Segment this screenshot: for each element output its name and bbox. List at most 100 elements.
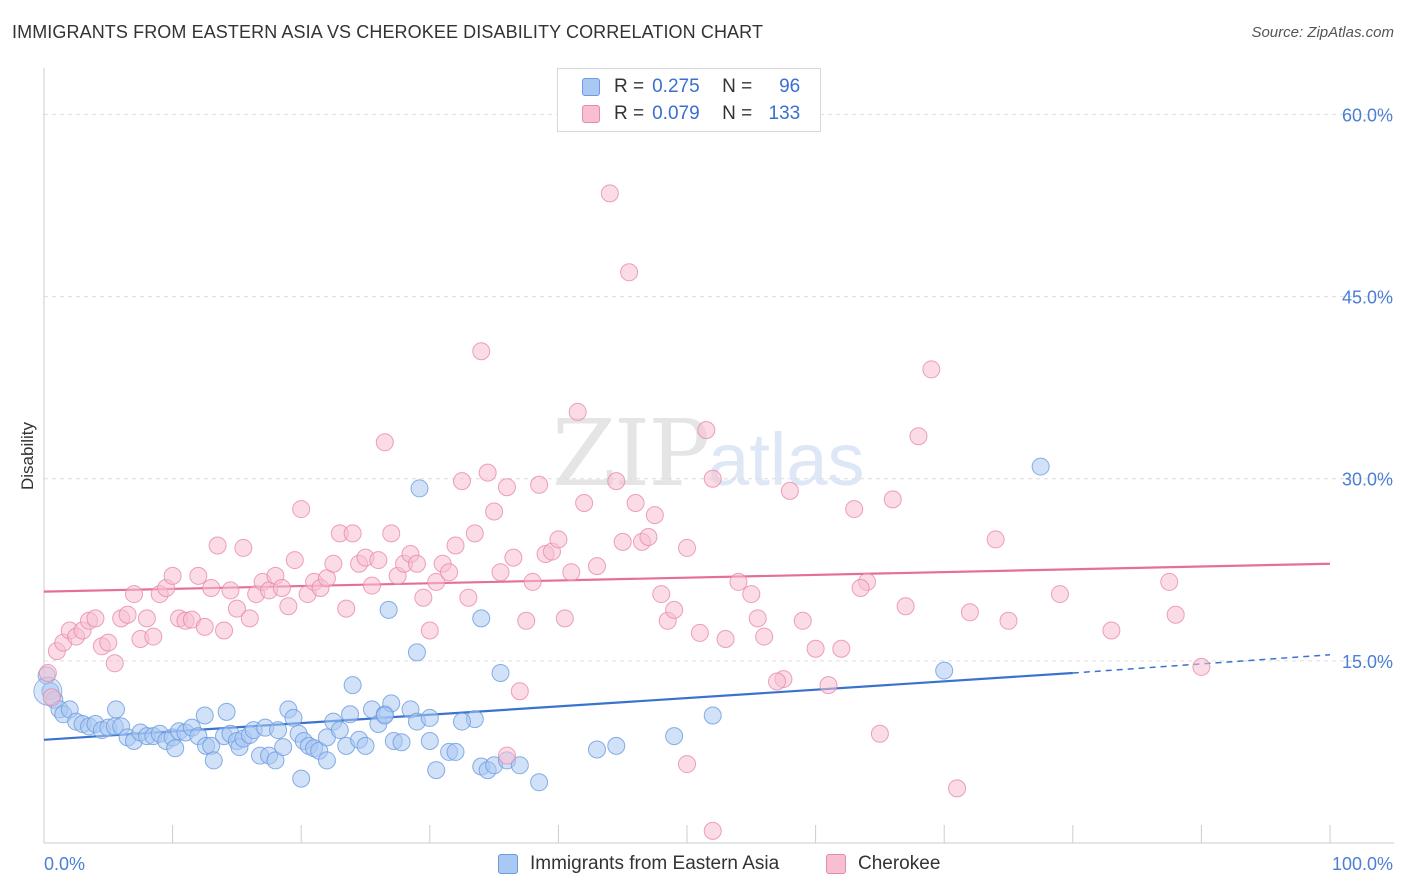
- tick-labels: 15.0% 30.0% 45.0% 60.0% 0.0% 100.0%: [44, 105, 1393, 874]
- cherokee-point: [195, 617, 214, 636]
- cherokee-point: [478, 463, 497, 482]
- cherokee-point: [742, 585, 761, 604]
- bottom-legend-label-immigrants: Immigrants from Eastern Asia: [530, 853, 780, 874]
- cherokee-point: [1160, 572, 1179, 591]
- cherokee-point: [497, 746, 516, 765]
- immigrants-point: [607, 736, 626, 755]
- cherokee-point: [465, 524, 484, 543]
- immigrants-point: [420, 732, 439, 750]
- cherokee-point: [729, 572, 748, 591]
- immigrants-point: [375, 706, 394, 725]
- legend-n-value: 96: [779, 76, 801, 97]
- chart-title: IMMIGRANTS FROM EASTERN ASIA VS CHEROKEE…: [12, 22, 764, 42]
- cherokee-point: [530, 475, 549, 494]
- cherokee-point: [472, 342, 491, 361]
- series-cherokee-points: [38, 184, 1211, 840]
- immigrants-point: [195, 706, 214, 725]
- immigrants-point: [284, 708, 303, 727]
- y-axis-label: Disability: [18, 421, 37, 490]
- immigrants-point: [341, 705, 360, 724]
- cherokee-point: [568, 402, 587, 421]
- cherokee-point: [948, 779, 967, 798]
- cherokee-point: [497, 478, 516, 497]
- immigrants-point: [530, 773, 549, 792]
- cherokee-point: [105, 654, 124, 673]
- cherokee-point: [362, 576, 381, 595]
- cherokee-point: [851, 579, 870, 597]
- cherokee-point: [555, 609, 574, 628]
- cherokee-point: [99, 633, 118, 652]
- immigrants-trend-line: [43, 671, 1073, 741]
- immigrants-point: [392, 733, 411, 752]
- cherokee-point: [440, 563, 459, 582]
- cherokee-point: [221, 581, 240, 600]
- cherokee-point: [163, 566, 182, 585]
- cherokee-point: [125, 585, 144, 604]
- legend-n-label: N =: [722, 76, 753, 97]
- cherokee-point: [324, 554, 343, 573]
- immigrants-point: [427, 761, 446, 780]
- cherokee-point: [665, 600, 684, 619]
- cherokee-point: [845, 500, 864, 519]
- cherokee-point: [375, 433, 394, 452]
- cherokee-point: [806, 639, 825, 658]
- cherokee-point: [459, 588, 478, 607]
- cherokee-point: [549, 530, 568, 549]
- cherokee-point: [485, 502, 504, 521]
- cherokee-point: [986, 530, 1005, 549]
- cherokee-point: [1050, 585, 1069, 604]
- y-tick-label: 30.0%: [1342, 470, 1393, 490]
- cherokee-point: [292, 500, 311, 519]
- immigrants-trend-extension: [1072, 654, 1331, 674]
- cherokee-point: [208, 536, 227, 555]
- immigrants-point: [379, 600, 398, 619]
- legend-r-label: R =: [614, 76, 645, 97]
- cherokee-point: [504, 548, 523, 567]
- cherokee-point: [137, 609, 156, 628]
- immigrants-point: [587, 740, 606, 759]
- source-label: Source: ZipAtlas.com: [1251, 24, 1394, 41]
- cherokee-point: [703, 821, 722, 840]
- cherokee-point: [768, 672, 787, 691]
- cherokee-point: [690, 623, 709, 642]
- cherokee-point: [896, 597, 915, 616]
- cherokee-point: [272, 579, 291, 597]
- bottom-legend-swatch-cherokee: [826, 854, 846, 874]
- cherokee-point: [697, 421, 716, 440]
- cherokee-point: [452, 472, 471, 491]
- cherokee-point: [517, 611, 536, 630]
- y-tick-label: 45.0%: [1342, 288, 1393, 308]
- immigrants-point: [452, 712, 471, 731]
- cherokee-point: [227, 599, 246, 618]
- immigrants-point: [703, 706, 722, 725]
- cherokee-point: [620, 263, 639, 282]
- cherokee-point: [42, 688, 61, 707]
- immigrants-point: [420, 708, 439, 727]
- cherokee-point: [575, 494, 594, 512]
- cherokee-point: [652, 585, 671, 604]
- cherokee-point: [510, 682, 529, 701]
- cherokee-point: [678, 538, 696, 557]
- cherokee-point: [716, 630, 735, 648]
- immigrants-point: [407, 643, 426, 662]
- immigrants-point: [266, 751, 285, 770]
- cherokee-point: [369, 551, 388, 570]
- cherokee-point: [909, 427, 928, 446]
- cherokee-point: [407, 554, 426, 573]
- cherokee-point: [279, 597, 298, 616]
- bottom-legend-immigrants: Immigrants from Eastern Asia: [498, 852, 779, 876]
- cherokee-point: [755, 627, 774, 646]
- cherokee-point: [703, 469, 722, 488]
- immigrants-point: [446, 742, 465, 761]
- immigrants-point: [356, 736, 375, 755]
- grid-lines: [44, 113, 1394, 662]
- immigrants-point: [410, 479, 429, 498]
- legend-row-cherokee: R = 0.079 N = 133: [582, 102, 800, 126]
- cherokee-point: [883, 490, 902, 509]
- immigrants-point: [292, 769, 311, 788]
- cherokee-point: [870, 724, 889, 743]
- legend-r-label: R =: [614, 103, 645, 124]
- bottom-legend-cherokee: Cherokee: [826, 852, 940, 876]
- legend-swatch-cherokee: [582, 105, 600, 123]
